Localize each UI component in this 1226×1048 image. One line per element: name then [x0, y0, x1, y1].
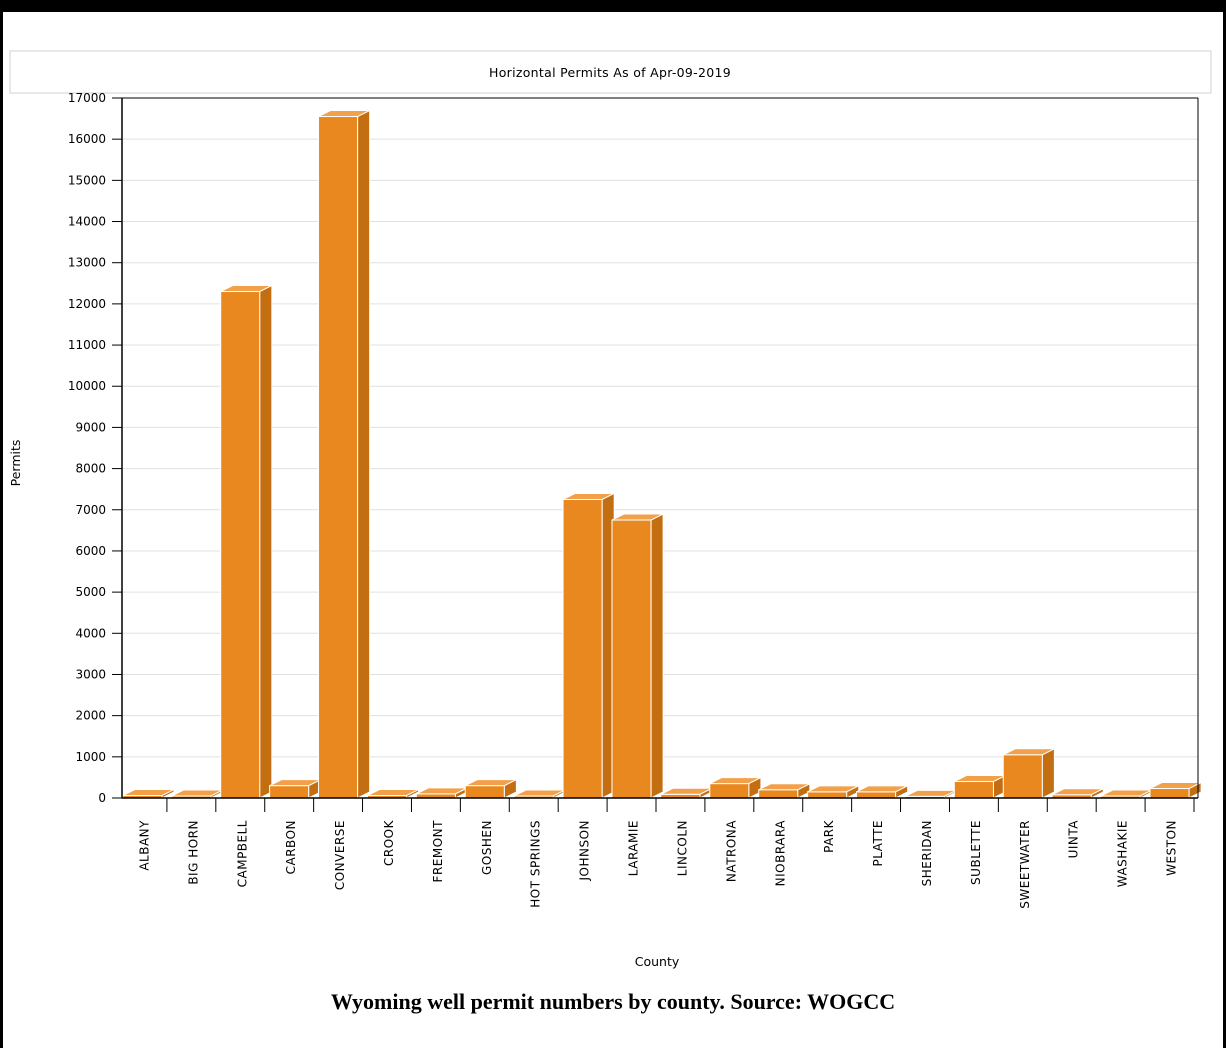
bar-front — [807, 791, 848, 799]
y-tick-label: 5000 — [75, 585, 106, 599]
bar-side — [895, 785, 909, 799]
bar-campbell — [220, 284, 273, 799]
x-tick-label: SUBLETTE — [969, 820, 983, 885]
bar-front — [709, 783, 750, 799]
y-tick-label: 13000 — [68, 256, 106, 270]
axes — [112, 97, 1199, 812]
bars — [122, 109, 1202, 799]
bar-goshen — [464, 778, 517, 799]
x-tick-label: WESTON — [1165, 820, 1179, 876]
x-tick-label: PLATTE — [871, 820, 885, 867]
x-tick-label: SWEETWATER — [1018, 820, 1032, 909]
y-tick-labels: 0 1000 2000 3000 4000 5000 6000 7000 8000 9000 100… — [68, 91, 106, 805]
x-tick-label: CARBON — [284, 820, 298, 874]
x-tick-label: GOSHEN — [480, 820, 494, 875]
bar-front — [464, 785, 505, 799]
chart-title-box — [9, 50, 1212, 94]
bar-side — [406, 788, 420, 799]
x-tick-label: UINTA — [1067, 820, 1081, 859]
bar-side — [1090, 787, 1104, 799]
bar-niobrara — [758, 782, 811, 799]
y-tick-label: 12000 — [68, 297, 106, 311]
bar-front — [758, 789, 799, 799]
bar-johnson — [562, 492, 615, 799]
x-tick-label: CROOK — [382, 819, 396, 866]
y-tick-label: 17000 — [68, 91, 106, 105]
y-tick-label: 16000 — [68, 132, 106, 146]
x-tick-label: CONVERSE — [333, 820, 347, 890]
bar-hot-springs — [513, 789, 566, 799]
bar-sweetwater — [1002, 747, 1055, 799]
x-category-labels: ALBANY BIG HORN CAMPBELL CARBON CONVERSE CROO… — [137, 819, 1178, 908]
x-tick-label: WASHAKIE — [1116, 820, 1130, 887]
bar-front — [611, 519, 652, 799]
bar-park — [807, 785, 860, 799]
bar-side — [650, 513, 664, 799]
y-tick-label: 15000 — [68, 173, 106, 187]
bar-carbon — [269, 778, 322, 799]
y-tick-label: 3000 — [75, 667, 106, 681]
x-tick-label: NATRONA — [724, 820, 738, 882]
bar-side — [161, 788, 175, 799]
bar-front — [318, 116, 359, 799]
bar-front — [953, 781, 994, 799]
bar-uinta — [1051, 787, 1104, 799]
y-tick-label: 1000 — [75, 750, 106, 764]
chart-title: Horizontal Permits As of Apr-09-2019 — [489, 65, 731, 80]
bar-side — [259, 284, 273, 799]
bar-sheridan — [904, 789, 958, 799]
x-tick-label: NIOBRARA — [773, 820, 787, 887]
x-tick-label: JOHNSON — [578, 820, 592, 882]
bar-lincoln — [660, 787, 713, 799]
x-tick-label: FREMONT — [431, 820, 445, 883]
y-tick-label: 4000 — [75, 626, 106, 640]
bar-front — [1149, 788, 1190, 799]
y-axis-label: Permits — [8, 440, 23, 487]
bar-washakie — [1100, 789, 1153, 799]
y-tick-label: 6000 — [75, 544, 106, 558]
y-tick-label: 10000 — [68, 379, 106, 393]
bar-albany — [122, 788, 175, 799]
y-tick-label: 9000 — [75, 420, 106, 434]
x-tick-label: BIG HORN — [186, 820, 200, 885]
bar-big-horn — [171, 789, 224, 799]
x-tick-label: LARAMIE — [627, 820, 641, 876]
bar-front — [856, 791, 897, 799]
y-tick-label: 0 — [98, 791, 106, 805]
bar-platte — [856, 785, 909, 799]
bar-front — [220, 291, 261, 799]
x-tick-label: PARK — [822, 819, 836, 853]
bar-side — [1041, 747, 1055, 799]
figure-caption: Wyoming well permit numbers by county. S… — [330, 989, 896, 1014]
bar-weston — [1149, 781, 1202, 799]
bar-converse — [318, 109, 371, 799]
y-tick-label: 14000 — [68, 215, 106, 229]
bar-front — [562, 498, 603, 799]
bar-fremont — [415, 787, 468, 799]
bar-sublette — [953, 774, 1006, 799]
bar-crook — [366, 788, 420, 799]
x-tick-label: SHERIDAN — [920, 820, 934, 886]
y-tick-label: 2000 — [75, 709, 106, 723]
y-tick-label: 8000 — [75, 462, 106, 476]
x-tick-label: LINCOLN — [675, 820, 689, 876]
bar-front — [269, 785, 310, 799]
bar-laramie — [611, 513, 664, 799]
x-axis-label: County — [635, 954, 680, 969]
bar-front — [1002, 754, 1043, 799]
x-tick-label: HOT SPRINGS — [529, 820, 543, 908]
bar-side — [357, 109, 371, 799]
x-tick-label: ALBANY — [137, 820, 151, 871]
bar-side — [503, 778, 517, 799]
x-tick-label: CAMPBELL — [235, 820, 249, 887]
y-tick-label: 11000 — [68, 338, 106, 352]
y-tick-label: 7000 — [75, 503, 106, 517]
bar-natrona — [709, 776, 762, 799]
